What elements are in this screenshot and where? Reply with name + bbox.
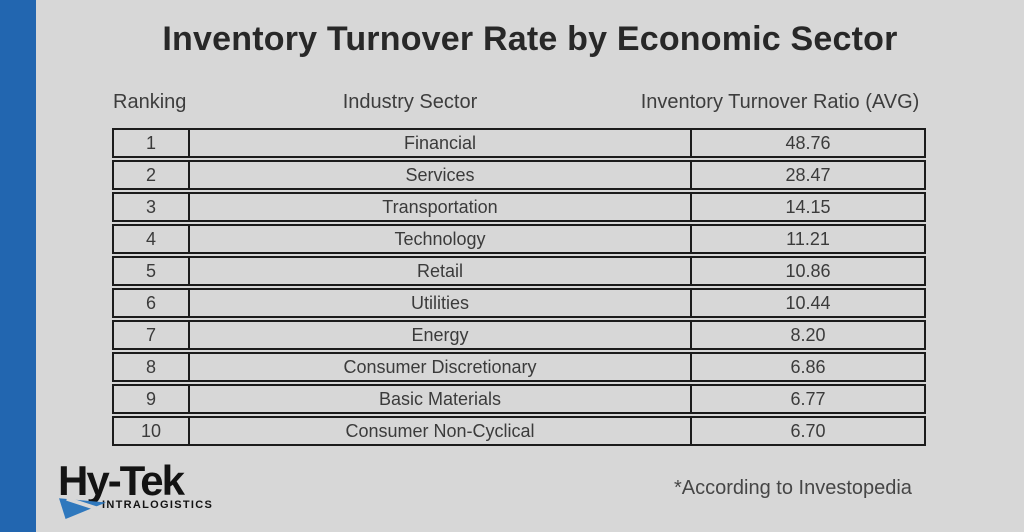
cell-sector: Technology — [188, 224, 692, 254]
hytek-logo: Hy-Tek INTRALOGISTICS — [58, 460, 228, 522]
cell-sector: Financial — [188, 128, 692, 158]
cell-ranking: 3 — [112, 192, 190, 222]
column-header-sector: Industry Sector — [342, 91, 478, 113]
cell-ratio: 6.86 — [690, 352, 926, 382]
cell-sector: Utilities — [188, 288, 692, 318]
cell-ranking: 7 — [112, 320, 190, 350]
table-row: 4 Technology 11.21 — [112, 224, 928, 254]
column-header-ranking: Ranking — [113, 91, 187, 113]
cell-ratio: 28.47 — [690, 160, 926, 190]
cell-sector: Basic Materials — [188, 384, 692, 414]
table-row: 6 Utilities 10.44 — [112, 288, 928, 318]
cell-ranking: 6 — [112, 288, 190, 318]
column-header-ratio: Inventory Turnover Ratio (AVG) — [640, 91, 920, 113]
cell-sector: Retail — [188, 256, 692, 286]
table-row: 5 Retail 10.86 — [112, 256, 928, 286]
cell-sector: Consumer Non-Cyclical — [188, 416, 692, 446]
table-row: 8 Consumer Discretionary 6.86 — [112, 352, 928, 382]
cell-ranking: 1 — [112, 128, 190, 158]
table-row: 9 Basic Materials 6.77 — [112, 384, 928, 414]
source-footnote: *According to Investopedia — [674, 477, 912, 499]
logo-wordmark: Hy-Tek — [58, 457, 185, 504]
cell-ratio: 10.44 — [690, 288, 926, 318]
cell-ranking: 8 — [112, 352, 190, 382]
cell-ratio: 6.70 — [690, 416, 926, 446]
cell-ranking: 10 — [112, 416, 190, 446]
cell-ranking: 9 — [112, 384, 190, 414]
cell-ratio: 14.15 — [690, 192, 926, 222]
column-headers: Ranking Industry Sector Inventory Turnov… — [0, 91, 1024, 117]
inventory-turnover-table: 1 Financial 48.76 2 Services 28.47 3 Tra… — [112, 128, 928, 448]
table-row: 7 Energy 8.20 — [112, 320, 928, 350]
cell-ratio: 10.86 — [690, 256, 926, 286]
table-row: 3 Transportation 14.15 — [112, 192, 928, 222]
cell-ratio: 48.76 — [690, 128, 926, 158]
cell-ratio: 6.77 — [690, 384, 926, 414]
cell-sector: Transportation — [188, 192, 692, 222]
table-row: 2 Services 28.47 — [112, 160, 928, 190]
cell-ranking: 2 — [112, 160, 190, 190]
cell-sector: Energy — [188, 320, 692, 350]
cell-ranking: 4 — [112, 224, 190, 254]
table-row: 10 Consumer Non-Cyclical 6.70 — [112, 416, 928, 446]
logo-subtitle: INTRALOGISTICS — [102, 499, 214, 511]
cell-ratio: 8.20 — [690, 320, 926, 350]
cell-sector: Consumer Discretionary — [188, 352, 692, 382]
table-row: 1 Financial 48.76 — [112, 128, 928, 158]
page-title: Inventory Turnover Rate by Economic Sect… — [162, 20, 898, 58]
left-accent-bar — [0, 0, 36, 532]
cell-ratio: 11.21 — [690, 224, 926, 254]
cell-ranking: 5 — [112, 256, 190, 286]
cell-sector: Services — [188, 160, 692, 190]
